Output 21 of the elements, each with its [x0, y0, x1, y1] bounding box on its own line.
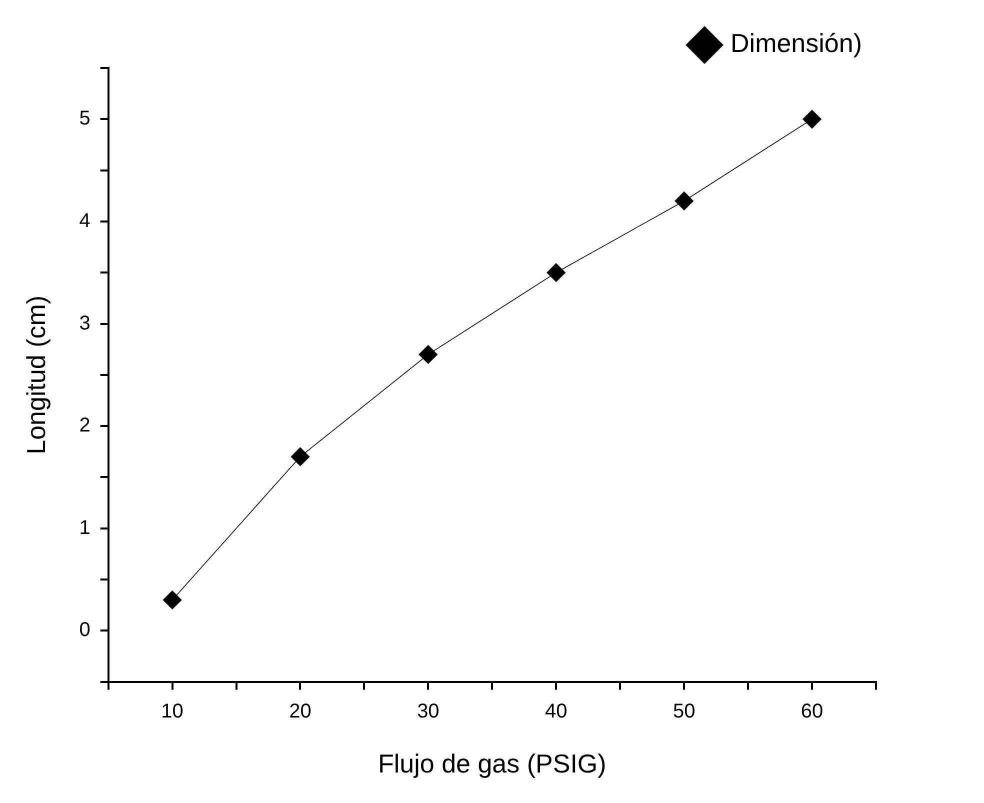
point: [418, 345, 438, 364]
x-tick-label: 10: [161, 700, 184, 722]
y-tick-label: 2: [79, 414, 90, 437]
point: [290, 447, 310, 466]
point: [162, 590, 182, 610]
x-tick-label: 20: [289, 700, 312, 722]
y-tick-label: 0: [79, 619, 90, 642]
x-tick-label: 50: [672, 700, 696, 722]
x-tick-label: 60: [800, 700, 824, 722]
x-tick-label: 30: [417, 700, 440, 722]
point: [674, 192, 694, 210]
x-axis-title: Flujo de gas (PSIG): [378, 748, 606, 779]
x-tick-label: 40: [545, 700, 568, 722]
y-axis-title: Longitud (cm): [20, 295, 51, 454]
y-tick-label: 5: [79, 108, 90, 130]
point: [546, 263, 566, 282]
y-tick-label: 1: [79, 516, 90, 539]
y-tick-label: 3: [79, 312, 90, 334]
point: [802, 110, 822, 129]
legend-label: Dimensión): [730, 28, 862, 58]
y-tick-label: 4: [79, 210, 90, 232]
